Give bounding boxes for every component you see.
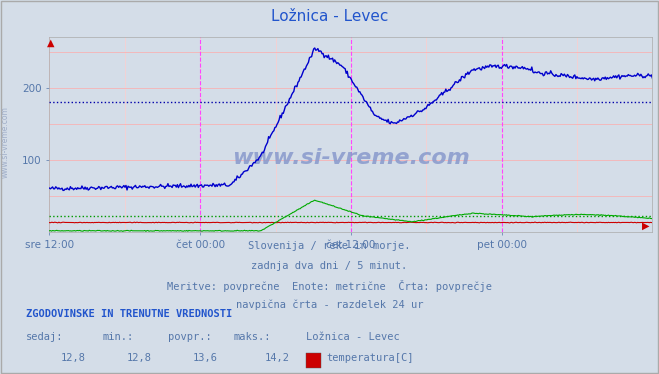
Text: sedaj:: sedaj: — [26, 332, 64, 342]
Text: 13,6: 13,6 — [192, 353, 217, 364]
Text: Meritve: povprečne  Enote: metrične  Črta: povprečje: Meritve: povprečne Enote: metrične Črta:… — [167, 280, 492, 292]
Text: Ložnica - Levec: Ložnica - Levec — [306, 332, 400, 342]
Text: navpična črta - razdelek 24 ur: navpična črta - razdelek 24 ur — [236, 300, 423, 310]
Text: povpr.:: povpr.: — [168, 332, 212, 342]
Text: Slovenija / reke in morje.: Slovenija / reke in morje. — [248, 241, 411, 251]
Text: www.si-vreme.com: www.si-vreme.com — [1, 106, 10, 178]
Text: ▶: ▶ — [642, 220, 649, 230]
Text: min.:: min.: — [102, 332, 133, 342]
Text: ZGODOVINSKE IN TRENUTNE VREDNOSTI: ZGODOVINSKE IN TRENUTNE VREDNOSTI — [26, 309, 233, 319]
Text: temperatura[C]: temperatura[C] — [326, 353, 414, 364]
Text: Ložnica - Levec: Ložnica - Levec — [271, 9, 388, 24]
Text: www.si-vreme.com: www.si-vreme.com — [232, 148, 470, 168]
Text: maks.:: maks.: — [234, 332, 272, 342]
Text: 14,2: 14,2 — [265, 353, 290, 364]
Text: 12,8: 12,8 — [61, 353, 86, 364]
Text: 12,8: 12,8 — [127, 353, 152, 364]
Text: ▲: ▲ — [47, 38, 55, 48]
Text: zadnja dva dni / 5 minut.: zadnja dva dni / 5 minut. — [251, 261, 408, 271]
